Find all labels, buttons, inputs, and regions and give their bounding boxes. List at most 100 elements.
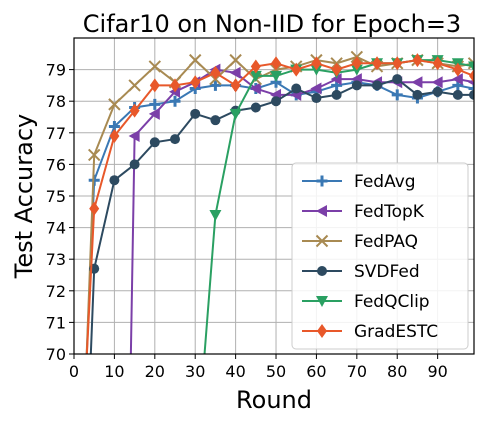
data-point xyxy=(311,56,322,71)
data-point xyxy=(249,82,261,95)
series-gradestc xyxy=(85,53,474,354)
data-point xyxy=(331,62,342,77)
data-point xyxy=(468,61,474,73)
legend-item: SVDFed xyxy=(302,262,420,282)
legend-marker xyxy=(315,234,329,248)
data-point xyxy=(128,79,141,92)
data-point xyxy=(149,98,161,110)
data-point xyxy=(351,80,362,91)
legend-marker xyxy=(317,324,327,338)
data-point xyxy=(250,59,261,74)
data-point xyxy=(190,75,201,90)
x-tick-label: 20 xyxy=(145,362,165,381)
data-point xyxy=(392,56,403,71)
y-tick-label: 79 xyxy=(46,61,66,80)
legend-item: GradESTC xyxy=(302,322,438,342)
data-point xyxy=(229,53,242,67)
y-tick-label: 74 xyxy=(46,219,66,238)
data-point xyxy=(451,73,463,86)
data-point xyxy=(392,74,403,85)
legend-item: FedAvg xyxy=(302,172,416,192)
legend-item: FedPAQ xyxy=(302,232,418,252)
legend-marker xyxy=(316,205,327,217)
legend-item: FedTopK xyxy=(302,202,425,222)
legend-label: FedTopK xyxy=(354,202,425,222)
x-tick-label: 70 xyxy=(347,362,367,381)
data-point xyxy=(391,89,403,101)
data-point xyxy=(432,86,443,97)
data-point xyxy=(468,83,474,95)
data-point xyxy=(249,70,262,82)
data-point xyxy=(250,102,261,113)
y-tick-label: 78 xyxy=(46,92,66,111)
data-point xyxy=(270,70,283,82)
data-point xyxy=(229,66,241,79)
legend-marker xyxy=(316,296,328,307)
x-tick-label: 40 xyxy=(225,362,245,381)
data-point xyxy=(108,98,121,111)
data-point xyxy=(189,53,202,67)
legend-marker xyxy=(317,266,327,276)
data-point xyxy=(351,56,362,71)
y-tick-label: 70 xyxy=(46,345,66,364)
data-point xyxy=(210,115,221,126)
y-tick-label: 76 xyxy=(46,155,66,174)
data-point xyxy=(149,78,160,93)
legend-item: FedQClip xyxy=(302,292,430,312)
x-tick-label: 80 xyxy=(387,362,407,381)
data-point xyxy=(469,89,474,100)
data-point xyxy=(128,129,140,142)
data-point xyxy=(87,148,101,162)
data-point xyxy=(291,83,302,94)
legend-marker xyxy=(316,175,328,187)
x-tick-label: 0 xyxy=(69,362,79,381)
chart-title: Cifar10 on Non-IID for Epoch=3 xyxy=(83,10,461,38)
data-point xyxy=(148,60,162,73)
legend: FedAvg FedTopK FedPAQ SVDFed FedQClip GradEST… xyxy=(291,162,469,350)
y-tick-label: 71 xyxy=(46,313,66,332)
data-point xyxy=(209,79,221,91)
y-tick-label: 73 xyxy=(46,250,66,269)
y-axis-label: Test Accuracy xyxy=(10,114,38,279)
data-point xyxy=(210,65,221,80)
x-tick-label: 60 xyxy=(306,362,326,381)
series-layer xyxy=(85,50,474,354)
data-point xyxy=(412,89,423,100)
data-point xyxy=(411,76,423,89)
data-point xyxy=(452,89,463,100)
x-tick-label: 10 xyxy=(104,362,124,381)
data-point xyxy=(148,107,160,120)
data-point xyxy=(431,76,443,89)
legend-label: GradESTC xyxy=(354,322,438,342)
data-point xyxy=(372,80,383,91)
x-tick-label: 30 xyxy=(185,362,205,381)
data-point xyxy=(109,128,120,143)
data-point xyxy=(169,95,181,107)
legend-label: FedQClip xyxy=(354,292,430,312)
data-point xyxy=(89,201,100,216)
data-point xyxy=(311,93,322,104)
x-tick-label: 90 xyxy=(427,362,447,381)
legend-label: SVDFed xyxy=(354,262,420,282)
data-point xyxy=(149,137,160,148)
data-point xyxy=(291,62,302,77)
data-point xyxy=(372,56,383,71)
y-tick-label: 72 xyxy=(46,282,66,301)
data-point xyxy=(229,108,242,120)
data-point xyxy=(271,56,282,71)
data-point xyxy=(469,68,474,83)
data-point xyxy=(330,73,342,86)
data-point xyxy=(230,78,241,93)
data-point xyxy=(467,57,474,70)
axis-ticks: 0 10 20 30 40 50 60 70 80 90 70 71 72 73 74 75 76 77 78 79 xyxy=(46,61,448,381)
data-point xyxy=(452,62,463,77)
x-axis-label: Round xyxy=(236,386,312,414)
data-point xyxy=(170,134,181,145)
legend-label: FedPAQ xyxy=(354,232,418,252)
data-point xyxy=(412,53,423,68)
data-point xyxy=(129,103,140,118)
y-tick-label: 75 xyxy=(46,187,66,206)
data-point xyxy=(170,78,181,93)
legend-label: FedAvg xyxy=(354,172,416,192)
